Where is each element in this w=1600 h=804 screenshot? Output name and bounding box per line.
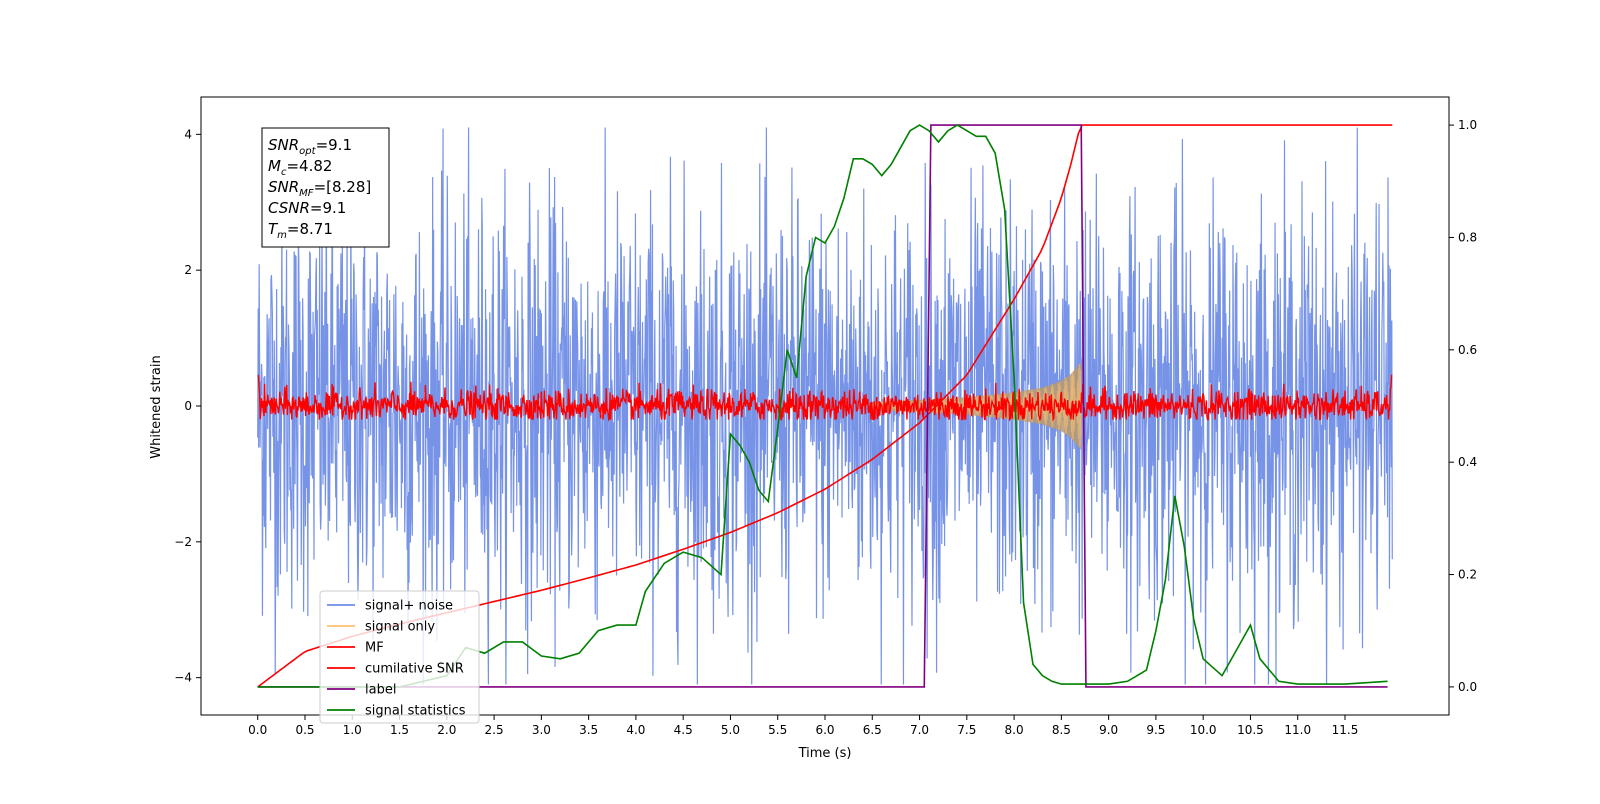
annotation-line: Mc=4.82 [268, 157, 332, 178]
axes-layer: 0.0 0.5 1.0 1.5 2.0 2.5 3.0 3.5 4.0 4.5 5.0 5.5 6.0 6… [174, 118, 1477, 737]
y-left-tick-label: 0 [184, 399, 192, 413]
x-tick-label: 11.0 [1284, 723, 1311, 737]
x-tick-label: 6.0 [815, 723, 834, 737]
x-tick-label: 2.5 [485, 723, 504, 737]
annotation-symbol: SNR [268, 178, 299, 196]
x-tick-label: 11.5 [1332, 723, 1359, 737]
y-right-tick-label: 0.4 [1458, 455, 1477, 469]
y-right-tick-label: 1.0 [1458, 118, 1477, 132]
x-tick-label: 7.5 [957, 723, 976, 737]
annotation-line: Tm=8.71 [268, 220, 333, 241]
x-tick-label: 5.5 [768, 723, 787, 737]
annotation-symbol: M [268, 157, 281, 175]
x-tick-label: 0.0 [248, 723, 267, 737]
annotation-value: =[8.28] [314, 178, 372, 196]
annotation-subscript: MF [299, 188, 314, 199]
legend-frame [319, 590, 480, 724]
annotation-value: =4.82 [286, 157, 332, 175]
series-line [257, 124, 1388, 688]
legend-label: signal statistics [365, 704, 466, 719]
x-axis-label: Time (s) [798, 746, 852, 761]
legend-label: label [365, 683, 396, 698]
x-tick-label: 7.0 [910, 723, 929, 737]
series-line [257, 374, 1393, 422]
annotation-lines: SNRopt=9.1Mc=4.82SNRMF=[8.28]CSNR=9.1Tm=… [268, 136, 371, 241]
y-right-tick-label: 0.0 [1458, 680, 1477, 694]
x-tick-label: 5.0 [721, 723, 740, 737]
annotation-symbol: CSNR [268, 199, 310, 217]
annotation-symbol: T [268, 220, 279, 238]
annotation-box: SNRopt=9.1Mc=4.82SNRMF=[8.28]CSNR=9.1Tm=… [261, 127, 390, 248]
x-tick-label: 10.5 [1237, 723, 1264, 737]
x-tick-label: 1.5 [390, 723, 409, 737]
x-tick-label: 9.5 [1146, 723, 1165, 737]
legend: signal+ noise signal only MF cumilative SNR… [319, 590, 480, 724]
annotation-value: =9.1 [310, 199, 346, 217]
y-axis-label-left: Whitened strain [149, 355, 164, 458]
legend-label: MF [365, 641, 384, 656]
annotation-value: =8.71 [287, 220, 333, 238]
annotation-subscript: m [277, 230, 287, 241]
annotation-line: SNRopt=9.1 [268, 136, 352, 157]
y-left-tick-label: 4 [184, 127, 192, 141]
annotation-line: CSNR=9.1 [268, 199, 346, 217]
series-line [257, 127, 1393, 685]
annotation-frame [261, 127, 390, 248]
x-tick-label: 6.5 [863, 723, 882, 737]
x-tick-label: 3.5 [579, 723, 598, 737]
x-tick-label: 2.0 [437, 723, 456, 737]
legend-label: signal only [365, 620, 435, 635]
x-tick-label: 1.0 [343, 723, 362, 737]
x-tick-label: 4.5 [674, 723, 693, 737]
x-tick-label: 10.0 [1190, 723, 1217, 737]
series-line [257, 124, 1388, 688]
x-tick-label: 3.0 [532, 723, 551, 737]
y-left-tick-label: −2 [174, 535, 192, 549]
y-left-tick-label: −4 [174, 671, 192, 685]
annotation-subscript: c [281, 167, 287, 178]
legend-label: signal+ noise [365, 599, 453, 614]
annotation-value: =9.1 [316, 136, 352, 154]
x-tick-label: 9.0 [1099, 723, 1118, 737]
x-tick-label: 0.5 [295, 723, 314, 737]
y-right-tick-label: 0.8 [1458, 230, 1477, 244]
annotation-symbol: SNR [268, 136, 299, 154]
legend-items: signal+ noise signal only MF cumilative SNR… [327, 599, 466, 719]
x-tick-label: 8.0 [1005, 723, 1024, 737]
annotation-subscript: opt [299, 146, 316, 157]
x-tick-label: 4.0 [626, 723, 645, 737]
y-left-tick-label: 2 [184, 263, 192, 277]
y-right-tick-label: 0.2 [1458, 568, 1477, 582]
annotation-line: SNRMF=[8.28] [268, 178, 371, 199]
y-right-tick-label: 0.6 [1458, 343, 1477, 357]
legend-label: cumilative SNR [365, 662, 464, 677]
x-tick-label: 8.5 [1052, 723, 1071, 737]
